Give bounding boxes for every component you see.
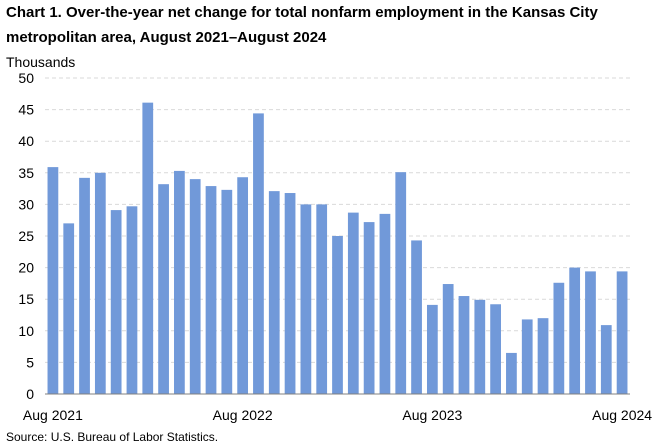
bar [332,236,343,394]
bar [221,189,233,394]
bar [47,167,59,394]
y-axis-unit-label: Thousands [6,54,75,70]
x-tick-label: Aug 2021 [23,407,83,423]
bar [553,282,565,394]
bar [126,206,138,394]
bar [347,212,359,394]
bar [411,240,422,394]
y-tick-label: 25 [18,228,34,244]
source-note: Source: U.S. Bureau of Labor Statistics. [6,430,218,444]
y-tick-label: 5 [26,354,34,370]
bar [521,319,533,394]
x-tick-label: Aug 2023 [402,407,462,423]
bar [395,172,407,394]
bar [506,352,517,394]
bar [458,296,470,394]
y-tick-label: 45 [18,102,34,118]
x-tick-label: Aug 2022 [213,407,273,423]
bars [47,102,628,394]
y-tick-label: 35 [18,165,34,181]
bar [379,213,391,394]
bar [205,186,217,394]
y-tick-label: 15 [18,291,34,307]
bar [268,191,280,394]
bar [284,193,296,394]
bar [142,102,154,394]
y-tick-label: 0 [26,386,34,402]
bar [110,210,122,394]
bar [158,184,169,394]
bar [537,318,549,394]
bar [442,284,454,394]
bar [316,204,328,394]
x-axis-tick-labels: Aug 2021 Aug 2022 Aug 2023 Aug 2024 [23,407,652,423]
x-tick-label: Aug 2024 [592,407,652,423]
bar [237,177,249,394]
y-tick-label: 20 [18,260,34,276]
bar [490,304,501,394]
bar [79,177,90,394]
bar [600,325,612,394]
bar [189,179,201,394]
y-tick-label: 10 [18,323,34,339]
chart-title-line-1: Chart 1. Over-the-year net change for to… [6,4,598,21]
bar [569,267,581,394]
bar [616,271,628,394]
bar [174,170,185,394]
y-tick-label: 40 [18,133,34,149]
bar [63,223,75,394]
chart-title-line-2: metropolitan area, August 2021–August 20… [6,29,327,46]
y-tick-label: 50 [18,70,34,86]
bar [300,204,312,394]
bar [426,304,438,394]
y-tick-label: 30 [18,196,34,212]
bar [585,271,596,394]
bar [474,299,486,394]
bar [253,113,264,394]
bar [363,222,375,394]
bar [94,172,106,394]
y-axis-tick-labels: 0 5 10 15 20 25 30 35 40 45 50 [18,70,34,402]
